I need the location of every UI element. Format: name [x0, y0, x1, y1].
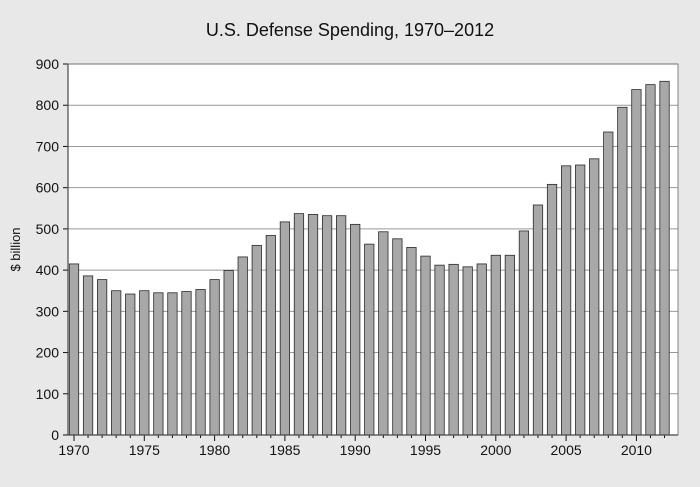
bar-1972 [97, 279, 108, 436]
bar-2006 [575, 164, 586, 436]
bar-1990 [350, 223, 361, 436]
bar-1999 [476, 263, 487, 436]
y-tick-label: 600 [36, 180, 60, 196]
bar-2001 [504, 254, 515, 436]
bar-1973 [111, 290, 122, 436]
bar-1986 [293, 213, 305, 436]
bar-2008 [603, 131, 614, 436]
bar-1970 [68, 263, 80, 436]
x-tick-label: 1995 [410, 442, 441, 458]
x-tick-label: 2000 [480, 442, 511, 458]
bar-1979 [195, 289, 206, 436]
x-tick-label: 2010 [621, 442, 652, 458]
bar-1997 [448, 263, 459, 436]
y-tick-label: 200 [36, 345, 60, 361]
x-tick-label: 1990 [340, 442, 371, 458]
bar-1981 [223, 270, 234, 436]
bar-2010 [631, 89, 642, 436]
y-tick-label: 500 [36, 221, 60, 237]
y-tick-label: 400 [36, 262, 60, 278]
bar-2002 [518, 230, 530, 436]
y-tick-label: 700 [36, 138, 60, 154]
bar-2005 [561, 165, 572, 436]
bar-1980 [209, 279, 220, 436]
bar-2000 [490, 254, 501, 436]
bar-1993 [392, 238, 403, 436]
bar-1995 [420, 255, 431, 436]
chart-title: U.S. Defense Spending, 1970–2012 [205, 20, 495, 40]
bar-1984 [265, 235, 276, 436]
x-tick-label: 1985 [269, 442, 300, 458]
y-tick-label: 0 [51, 427, 59, 443]
y-tick-label: 100 [36, 386, 60, 402]
bar-2004 [546, 183, 558, 436]
bar-1991 [364, 243, 375, 436]
bar-1994 [406, 247, 417, 436]
bar-1985 [279, 221, 291, 436]
bar-1987 [307, 214, 319, 436]
x-tick-label: 1970 [58, 442, 89, 458]
bar-1978 [181, 291, 192, 436]
bar-2003 [532, 204, 544, 436]
bar-2012 [659, 80, 670, 436]
bar-1971 [82, 275, 94, 436]
x-tick-label: 1980 [199, 442, 230, 458]
x-tick-label: 2005 [551, 442, 582, 458]
bar-2009 [617, 106, 628, 436]
x-tick-label: 1975 [129, 442, 160, 458]
bar-1975 [139, 290, 150, 436]
y-tick-label: 300 [36, 303, 60, 319]
bar-1988 [321, 215, 333, 436]
bar-1996 [434, 264, 445, 436]
y-tick-label: 800 [36, 97, 60, 113]
bar-2011 [645, 84, 656, 436]
bar-1976 [153, 292, 164, 436]
bar-1974 [125, 293, 136, 436]
y-tick-label: 900 [36, 56, 60, 72]
bar-1998 [462, 266, 473, 436]
bar-1992 [378, 231, 389, 436]
bar-1982 [237, 256, 248, 436]
bar-1989 [336, 215, 347, 436]
bar-1977 [167, 292, 178, 436]
bar-1983 [251, 244, 262, 436]
plot-border [67, 63, 679, 436]
y-axis-label: $ billion [8, 227, 23, 271]
bar-2007 [589, 158, 600, 436]
